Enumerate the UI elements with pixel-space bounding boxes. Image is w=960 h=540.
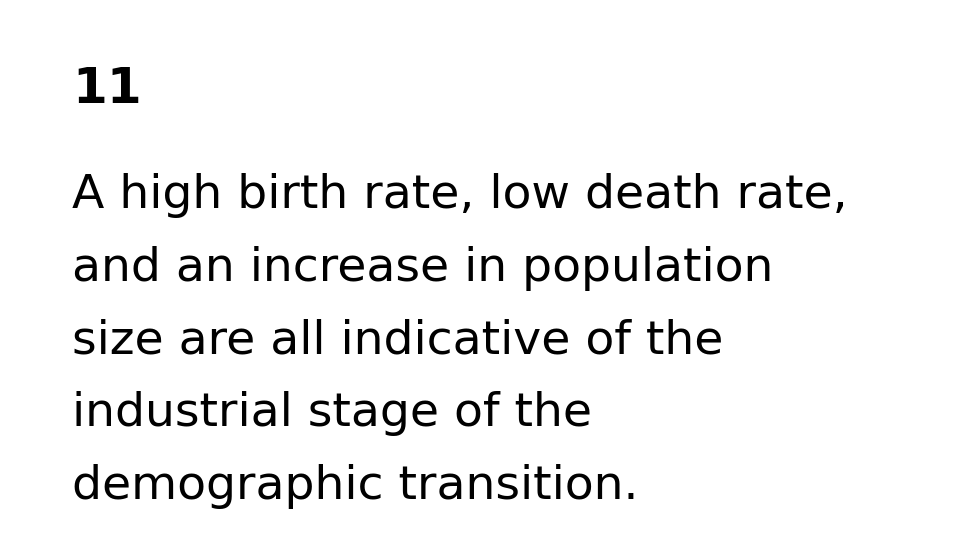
Text: demographic transition.: demographic transition. [72,464,638,509]
Text: A high birth rate, low death rate,: A high birth rate, low death rate, [72,173,848,218]
Text: 11: 11 [72,65,142,113]
Text: industrial stage of the: industrial stage of the [72,392,592,436]
Text: size are all indicative of the: size are all indicative of the [72,319,724,363]
Text: and an increase in population: and an increase in population [72,246,774,291]
